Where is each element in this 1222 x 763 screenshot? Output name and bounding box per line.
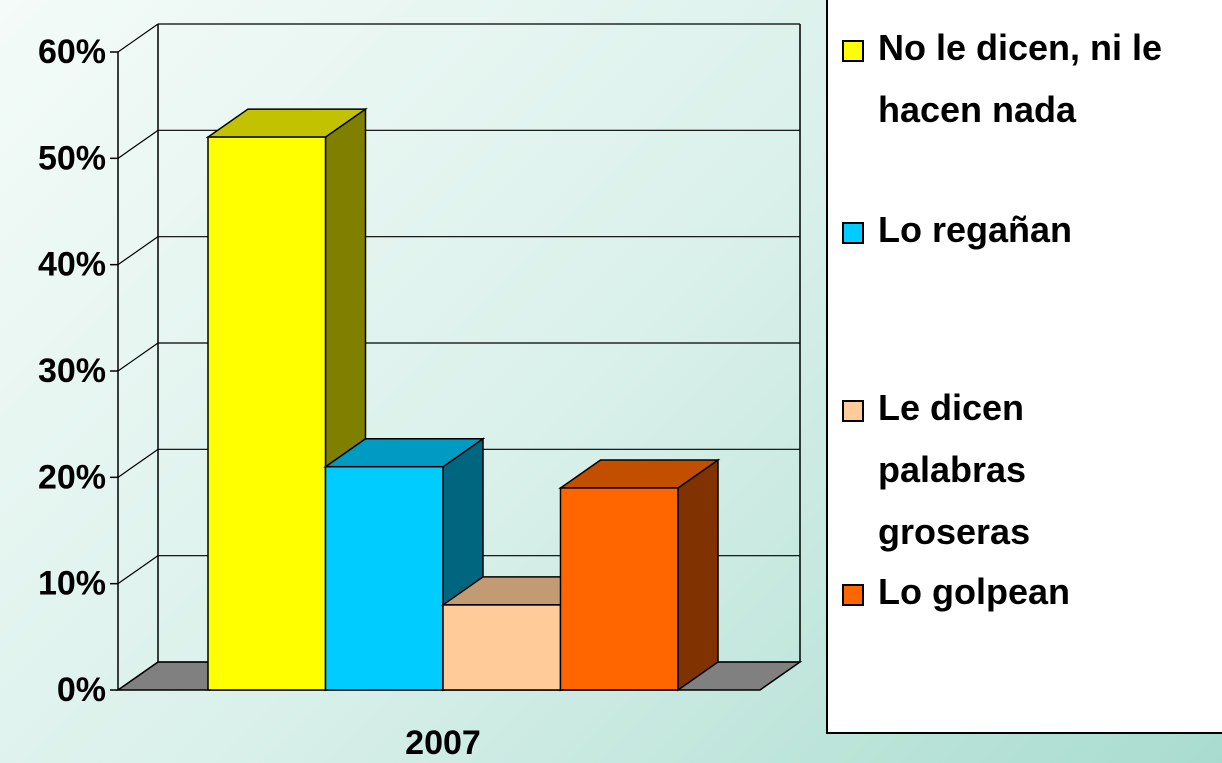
bar xyxy=(324,465,444,691)
legend-label: No le dicen, ni le hacen nada xyxy=(878,27,1163,130)
y-tick-label: 0% xyxy=(57,671,106,709)
y-tick-label: 60% xyxy=(38,33,106,71)
grid-line xyxy=(117,129,159,159)
y-tick-label: 10% xyxy=(38,565,106,603)
legend-swatch xyxy=(842,222,864,244)
y-tick-label: 40% xyxy=(38,246,106,284)
bar xyxy=(442,604,562,691)
x-tick-label: 2007 xyxy=(405,724,481,762)
legend-swatch xyxy=(842,400,864,422)
legend: No le dicen, ni le hacen nada Lo regañan L… xyxy=(826,0,1222,734)
grid-line xyxy=(117,236,159,266)
legend-swatch xyxy=(842,584,864,606)
bar-side xyxy=(677,458,719,692)
y-tick-label: 20% xyxy=(38,458,106,496)
y-tick-label: 50% xyxy=(38,139,106,177)
y-tick-label: 30% xyxy=(38,352,106,390)
bar xyxy=(207,136,327,691)
grid-line xyxy=(117,661,159,691)
grid-line xyxy=(117,555,159,585)
grid-line xyxy=(117,23,159,53)
legend-label: Le dicen palabras groseras xyxy=(878,387,1031,552)
legend-label: Lo regañan xyxy=(878,209,1073,250)
grid-line xyxy=(117,342,159,372)
bar xyxy=(559,487,679,691)
grid-line xyxy=(117,448,159,478)
legend-label: Lo golpean xyxy=(878,571,1070,612)
legend-swatch xyxy=(842,40,864,62)
